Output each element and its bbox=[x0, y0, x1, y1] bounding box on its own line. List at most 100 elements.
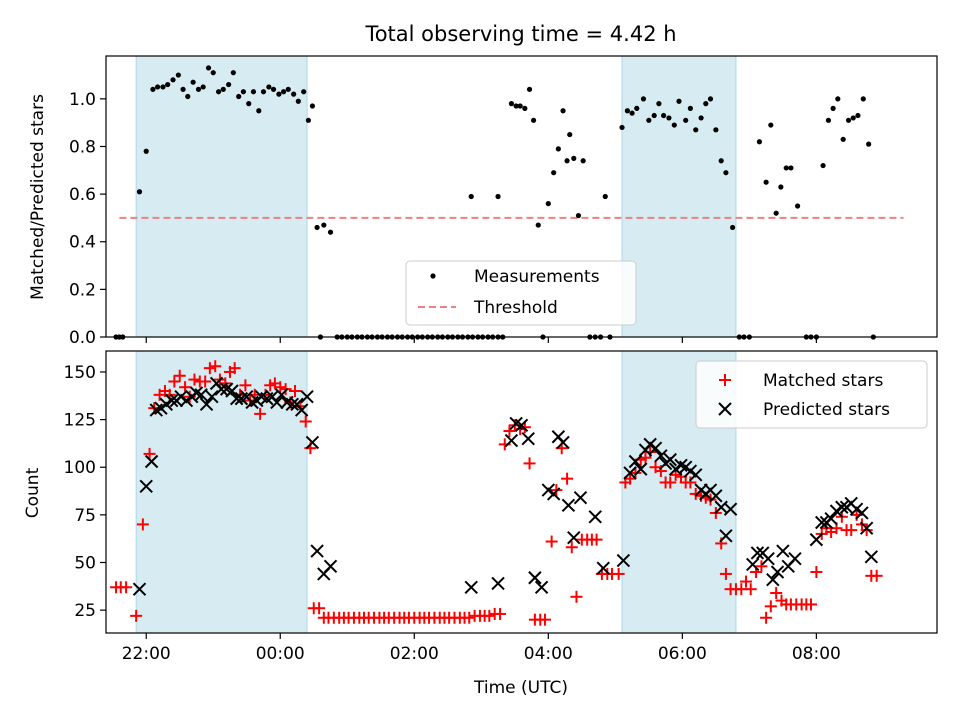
measurement-point bbox=[327, 229, 334, 235]
x-b bbox=[285, 397, 300, 412]
matched-star-point bbox=[130, 609, 143, 622]
x-b bbox=[835, 500, 849, 514]
measurement-point bbox=[707, 96, 714, 102]
matched-star-point bbox=[463, 611, 476, 624]
y-tick-label: 50 bbox=[74, 554, 96, 574]
measurement-point bbox=[276, 91, 282, 97]
measurement-point bbox=[676, 98, 682, 104]
ratio-legend: Measurements Threshold bbox=[405, 260, 637, 326]
predicted-star-point bbox=[809, 532, 824, 547]
measurement-point bbox=[230, 70, 236, 76]
measurement-point bbox=[160, 84, 166, 90]
x-b bbox=[788, 551, 802, 566]
x-b bbox=[588, 510, 602, 524]
y-tick-label: 25 bbox=[74, 601, 96, 621]
measurement-point bbox=[545, 201, 551, 207]
y-tick-label: 100 bbox=[64, 458, 96, 478]
measurement-point bbox=[860, 96, 866, 102]
x-b bbox=[214, 382, 228, 396]
predicted-star-point bbox=[788, 551, 802, 566]
measurement-point bbox=[205, 65, 212, 71]
matched-star-point bbox=[483, 609, 496, 622]
matched-star-point bbox=[188, 373, 201, 386]
legend-predicted-label: Predicted stars bbox=[763, 400, 890, 420]
predicted-star-point bbox=[709, 489, 723, 503]
predicted-star-point bbox=[623, 466, 637, 480]
x-b bbox=[628, 454, 643, 469]
legend-predicted-marker bbox=[718, 402, 732, 416]
x-tick-label: 02:00 bbox=[390, 644, 439, 664]
measurement-point bbox=[143, 148, 149, 154]
x-b bbox=[541, 483, 556, 497]
x-b bbox=[194, 388, 208, 402]
x-b bbox=[189, 386, 204, 400]
measurement-point bbox=[175, 72, 181, 78]
x-b bbox=[674, 458, 688, 473]
y-tick-label: 0.4 bbox=[69, 233, 96, 253]
matched-star-point bbox=[810, 566, 823, 579]
predicted-star-point bbox=[766, 572, 780, 587]
x-b bbox=[254, 390, 269, 404]
x-b bbox=[528, 571, 542, 585]
measurement-point bbox=[200, 84, 206, 90]
measurement-point bbox=[629, 110, 635, 116]
x-b bbox=[745, 557, 760, 572]
x-b bbox=[300, 390, 314, 404]
x-b bbox=[514, 418, 529, 433]
x-b bbox=[634, 462, 648, 476]
predicted-star-point bbox=[663, 452, 677, 467]
matched-star-point bbox=[612, 567, 625, 580]
x-b bbox=[663, 452, 677, 467]
measurement-point bbox=[551, 170, 557, 176]
measurement-point bbox=[835, 96, 841, 102]
legend-measurements-marker bbox=[430, 273, 436, 279]
x-b bbox=[824, 511, 838, 526]
predicted-star-point bbox=[270, 395, 284, 410]
measurement-point bbox=[820, 162, 826, 169]
predicted-star-point bbox=[761, 551, 775, 566]
predicted-star-point bbox=[225, 384, 239, 398]
predicted-star-point bbox=[596, 561, 610, 575]
x-b bbox=[174, 390, 188, 404]
x-b bbox=[310, 544, 324, 558]
measurement-point bbox=[555, 146, 561, 152]
measurement-point bbox=[567, 131, 573, 138]
predicted-star-point bbox=[859, 521, 874, 535]
measurement-point bbox=[651, 112, 657, 119]
predicted-star-point bbox=[776, 544, 790, 558]
measurement-point bbox=[165, 81, 171, 88]
measurement-point bbox=[703, 101, 709, 107]
measurement-point bbox=[845, 117, 852, 123]
x-b bbox=[766, 572, 780, 587]
y-tick-label: 0.0 bbox=[69, 328, 96, 348]
shaded-region-1 bbox=[135, 55, 308, 338]
x-b bbox=[270, 395, 284, 410]
predicted-star-point bbox=[534, 580, 549, 594]
x-b bbox=[849, 502, 864, 516]
measurement-point bbox=[718, 158, 724, 164]
x-b bbox=[750, 546, 765, 560]
measurement-point bbox=[226, 81, 232, 88]
measurement-point bbox=[185, 93, 191, 100]
matched-star-point bbox=[545, 535, 558, 548]
ratio-axes-frame bbox=[105, 55, 938, 338]
measurement-point bbox=[309, 103, 316, 109]
measurement-point bbox=[136, 189, 143, 195]
predicted-star-point bbox=[274, 388, 289, 402]
matched-star-point bbox=[288, 385, 301, 398]
predicted-star-point bbox=[719, 529, 733, 543]
predicted-star-point bbox=[588, 510, 602, 524]
matched-star-point bbox=[209, 360, 222, 373]
predicted-star-point bbox=[750, 546, 765, 560]
x-b bbox=[225, 384, 239, 398]
x-b bbox=[864, 550, 879, 564]
measurement-point bbox=[723, 170, 729, 176]
measurement-point bbox=[713, 127, 719, 133]
predicted-star-point bbox=[144, 454, 159, 469]
predicted-star-point bbox=[214, 382, 228, 396]
matched-star-point bbox=[719, 567, 732, 580]
measurement-point bbox=[756, 139, 763, 145]
measurement-point bbox=[730, 224, 736, 231]
x-b bbox=[683, 464, 698, 478]
y-tick-label: 150 bbox=[64, 363, 96, 383]
